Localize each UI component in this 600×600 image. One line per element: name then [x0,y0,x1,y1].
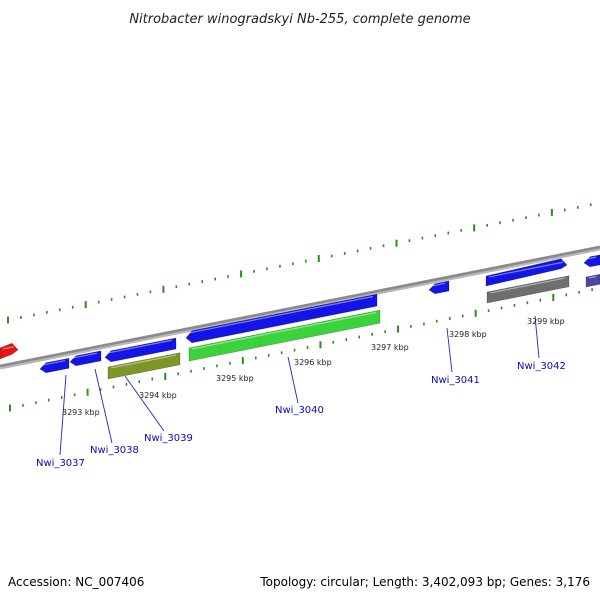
gene-red-partial[interactable] [0,342,19,360]
backbone-line [0,245,600,368]
accession-text: Accession: NC_007406 [8,575,144,589]
gene-nwi-3042-highlight [488,261,564,278]
gene-nwi-3039-body[interactable] [104,337,177,363]
tick-label-3297: 3297 kbp [371,343,409,352]
tick-label-3295: 3295 kbp [216,374,254,383]
tick-labels: 3293 kbp 3294 kbp 3295 kbp 3296 kbp 3297… [62,317,565,417]
gene-nwi-3037-body[interactable] [39,357,70,374]
olive-feature-body[interactable] [107,352,181,380]
gene-label-nwi-3040[interactable]: Nwi_3040 [275,405,324,416]
scale-dots [7,203,593,412]
gray-feature[interactable] [486,275,570,304]
gene-blue-partial-body[interactable] [583,254,600,268]
gene-nwi-3041-highlight [431,282,446,287]
gene-blue-partial-highlight [586,256,597,260]
gene-nwi-3041-body[interactable] [428,280,450,295]
gene-label-nwi-3038[interactable]: Nwi_3038 [90,445,139,456]
gene-nwi-3038-highlight [72,352,98,359]
inner-scale-dots [9,288,593,412]
outer-scale-dots [7,203,592,324]
gene-red-partial-highlight [2,346,15,350]
gene-nwi-3037[interactable] [39,357,70,374]
gene-nwi-3040-highlight [188,295,374,334]
olive-feature[interactable] [107,352,181,380]
olive-feature-highlight [110,354,177,369]
purple-feature-partial-highlight [588,275,597,279]
gene-nwi-3042[interactable] [485,258,568,287]
purple-feature-partial-body[interactable] [585,273,600,288]
gene-red-partial-body[interactable] [0,342,19,360]
gene-nwi-3038-body[interactable] [69,350,102,367]
tick-label-3293: 3293 kbp [62,408,100,417]
gene-label-nwi-3037[interactable]: Nwi_3037 [36,458,85,469]
gene-nwi-3042-body[interactable] [485,258,568,287]
gene-blue-partial[interactable] [583,254,600,268]
gene-label-nwi-3039[interactable]: Nwi_3039 [144,433,193,444]
gene-nwi-3037-highlight [42,359,66,366]
gene-nwi-3040[interactable] [185,293,378,344]
gene-nwi-3039-highlight [107,339,173,354]
gene-nwi-3038[interactable] [69,350,102,367]
gene-nwi-3040-body[interactable] [185,293,378,344]
gene-features [0,254,600,380]
gray-feature-highlight [489,277,566,294]
green-feature-body[interactable] [188,309,381,362]
leader-line [446,327,453,373]
genome-backbone [0,245,600,370]
gene-nwi-3041[interactable] [428,280,450,295]
leader-line [59,374,67,456]
green-feature[interactable] [188,309,381,362]
label-leader-lines [59,315,540,456]
tick-label-3294: 3294 kbp [139,391,177,400]
tick-label-3299: 3299 kbp [527,317,565,326]
gene-label-nwi-3042[interactable]: Nwi_3042 [517,361,566,372]
tick-label-3298: 3298 kbp [449,330,487,339]
gray-feature-body[interactable] [486,275,570,304]
gene-label-nwi-3041[interactable]: Nwi_3041 [431,375,480,386]
leader-line [124,375,165,432]
green-feature-highlight [191,311,377,350]
leader-line [534,315,540,359]
gene-nwi-3039[interactable] [104,337,177,363]
gene-labels[interactable]: Nwi_3037 Nwi_3038 Nwi_3039 Nwi_3040 Nwi_… [36,361,566,469]
purple-feature-partial[interactable] [585,273,600,288]
map-title: Nitrobacter winogradskyi Nb-255, complet… [129,12,470,27]
leader-line [287,356,299,404]
leader-line [94,368,113,444]
genome-summary-text: Topology: circular; Length: 3,402,093 bp… [259,575,590,589]
tick-label-3296: 3296 kbp [294,358,332,367]
